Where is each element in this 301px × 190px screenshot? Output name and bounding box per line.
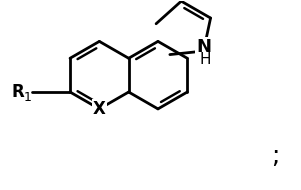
Text: H: H: [200, 52, 211, 67]
Text: R: R: [12, 83, 25, 101]
Text: X: X: [93, 100, 106, 118]
Text: N: N: [196, 38, 211, 56]
Text: 1: 1: [23, 91, 31, 105]
Text: ;: ;: [271, 144, 279, 168]
